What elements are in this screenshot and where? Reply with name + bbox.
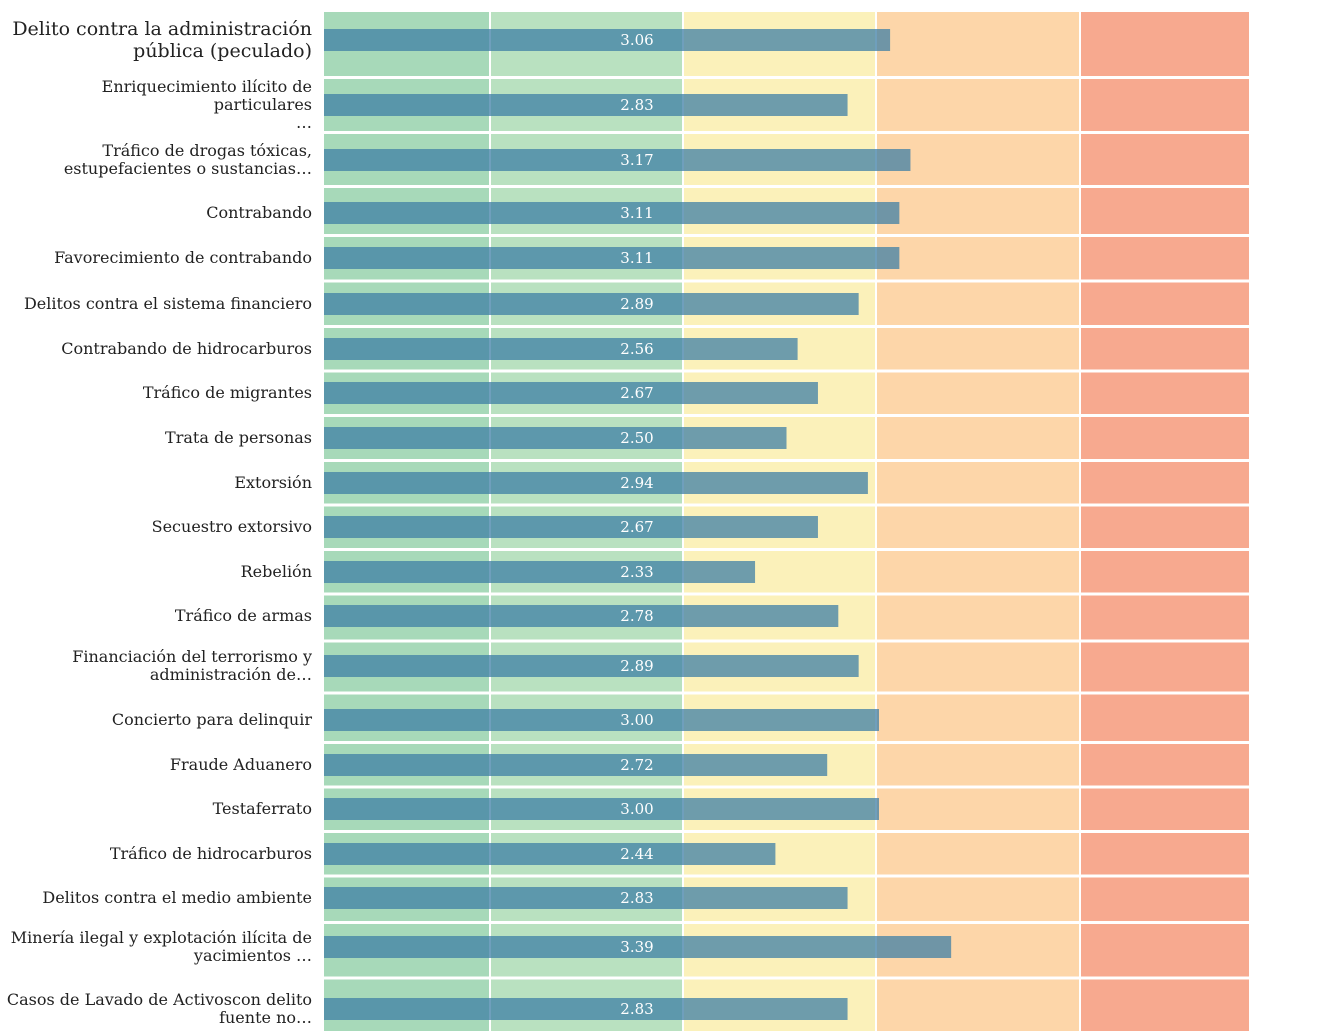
bar bbox=[324, 605, 839, 627]
value-label: 2.33 bbox=[620, 563, 653, 581]
category-label: Tráfico de armas bbox=[174, 606, 312, 625]
category-label: Contrabando bbox=[206, 203, 312, 222]
band-separator bbox=[1079, 12, 1081, 1031]
category-label: Contrabando de hidrocarburos bbox=[61, 339, 312, 358]
value-label: 2.67 bbox=[620, 384, 653, 402]
category-label: Enriquecimiento ilícito de particulares … bbox=[101, 77, 312, 132]
row-separator bbox=[324, 185, 1249, 188]
bar bbox=[324, 561, 756, 583]
category-label: Tráfico de migrantes bbox=[142, 383, 312, 402]
row-separator bbox=[324, 921, 1249, 924]
value-label: 3.39 bbox=[620, 938, 653, 956]
category-label: Minería ilegal y explotación ilícita de … bbox=[10, 928, 312, 965]
row-separator bbox=[324, 691, 1249, 695]
value-label: 2.94 bbox=[620, 474, 653, 492]
value-label: 3.11 bbox=[620, 249, 653, 267]
value-label: 3.11 bbox=[620, 204, 653, 222]
category-label: Rebelión bbox=[240, 562, 312, 581]
bar bbox=[324, 247, 900, 269]
bar bbox=[324, 382, 818, 404]
bar bbox=[324, 94, 848, 116]
category-label: Testaferrato bbox=[212, 799, 312, 818]
bar bbox=[324, 709, 879, 731]
row-separator bbox=[324, 234, 1249, 237]
bar bbox=[324, 936, 952, 958]
value-label: 3.17 bbox=[620, 151, 653, 169]
category-label: Trata de personas bbox=[165, 428, 312, 447]
category-label: Delitos contra el sistema financiero bbox=[23, 294, 312, 313]
row-separator bbox=[324, 279, 1249, 283]
bar bbox=[324, 427, 787, 449]
bar bbox=[324, 202, 900, 224]
row-separator bbox=[324, 503, 1249, 507]
row-separator bbox=[324, 830, 1249, 833]
bar bbox=[324, 516, 818, 538]
category-label: Favorecimiento de contrabando bbox=[54, 248, 312, 267]
value-label: 2.89 bbox=[620, 657, 653, 675]
category-label: Fraude Aduanero bbox=[169, 755, 312, 774]
row-separator bbox=[324, 369, 1249, 373]
value-label: 2.83 bbox=[620, 96, 653, 114]
bar bbox=[324, 293, 859, 315]
bar bbox=[324, 29, 891, 51]
bar bbox=[324, 338, 798, 360]
value-label: 2.50 bbox=[620, 429, 653, 447]
value-label: 2.83 bbox=[620, 889, 653, 907]
value-label: 2.44 bbox=[620, 845, 653, 863]
bar bbox=[324, 887, 848, 909]
category-label: Secuestro extorsivo bbox=[151, 517, 312, 536]
category-label: Casos de Lavado de Activoscon delito fue… bbox=[6, 990, 312, 1027]
category-label: Tráfico de drogas tóxicas, estupefacient… bbox=[63, 141, 312, 178]
category-label: Delito contra la administración pública … bbox=[12, 18, 312, 62]
value-label: 2.89 bbox=[620, 295, 653, 313]
bar bbox=[324, 843, 776, 865]
row-separator bbox=[324, 76, 1249, 79]
row-separator bbox=[324, 741, 1249, 744]
band-separator bbox=[875, 12, 877, 1031]
band bbox=[1080, 12, 1249, 1031]
bar bbox=[324, 998, 848, 1020]
row-separator bbox=[324, 131, 1249, 134]
category-label: Tráfico de hidrocarburos bbox=[109, 844, 312, 863]
row-separator bbox=[324, 592, 1249, 596]
row-separator bbox=[324, 976, 1249, 980]
value-label: 2.78 bbox=[620, 607, 653, 625]
category-label: Delitos contra el medio ambiente bbox=[42, 888, 312, 907]
value-label: 2.72 bbox=[620, 756, 653, 774]
category-label: Financiación del terrorismo y administra… bbox=[72, 647, 312, 684]
value-label: 3.06 bbox=[620, 31, 653, 49]
row-separator bbox=[324, 785, 1249, 789]
category-label: Concierto para delinquir bbox=[111, 710, 312, 729]
value-label: 2.56 bbox=[620, 340, 653, 358]
row-separator bbox=[324, 639, 1249, 643]
value-label: 2.67 bbox=[620, 518, 653, 536]
category-label: Extorsión bbox=[234, 473, 312, 492]
row-separator bbox=[324, 414, 1249, 417]
bar bbox=[324, 472, 868, 494]
row-separator bbox=[324, 459, 1249, 462]
band bbox=[876, 12, 1080, 1031]
row-separator bbox=[324, 874, 1249, 878]
value-label: 2.83 bbox=[620, 1000, 653, 1018]
row-separator bbox=[324, 548, 1249, 551]
bar bbox=[324, 754, 828, 776]
value-label: 3.00 bbox=[620, 800, 653, 818]
bar bbox=[324, 798, 879, 820]
row-separator bbox=[324, 325, 1249, 328]
bar bbox=[324, 149, 911, 171]
value-label: 3.00 bbox=[620, 711, 653, 729]
bar bbox=[324, 655, 859, 677]
